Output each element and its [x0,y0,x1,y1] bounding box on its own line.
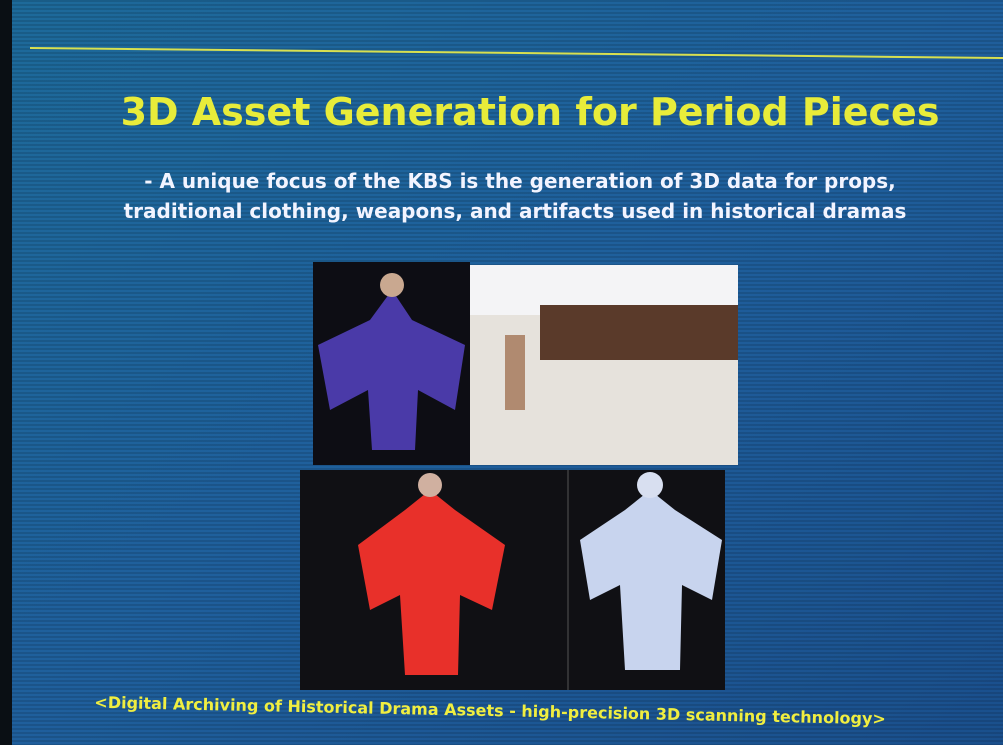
body-line: traditional clothing, weapons, and artif… [124,199,907,223]
page: 3D Asset Generation for Period Pieces - … [0,0,1003,745]
head [418,473,442,497]
building [540,305,738,360]
slide-title: 3D Asset Generation for Period Pieces [121,90,940,134]
image-grid [300,262,738,690]
slide-photo: 3D Asset Generation for Period Pieces - … [0,0,1003,745]
head [637,472,663,498]
screen-edge [0,0,12,745]
body-line: - A unique focus of the KBS is the gener… [144,169,896,193]
figure [505,335,525,410]
head [380,273,404,297]
